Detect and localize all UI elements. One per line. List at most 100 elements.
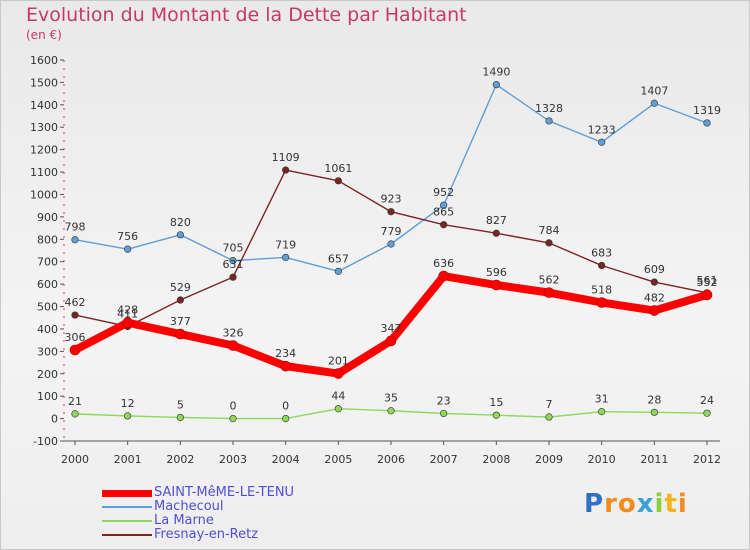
- y-tick-label: 0: [51, 413, 58, 426]
- data-label: 0: [282, 400, 289, 413]
- data-point: [229, 273, 237, 281]
- data-label: 31: [595, 393, 609, 406]
- data-point: [71, 311, 79, 319]
- data-label: 5: [177, 398, 184, 411]
- data-label: 756: [117, 230, 138, 243]
- x-tick-label: 2000: [61, 453, 89, 466]
- y-tick-label: 500: [37, 301, 58, 314]
- data-point: [492, 81, 500, 89]
- y-tick-label: 1000: [30, 188, 58, 201]
- y-tick-label: 200: [37, 368, 58, 381]
- data-label: 657: [328, 252, 349, 265]
- data-point: [440, 409, 448, 418]
- data-point: [703, 409, 711, 417]
- data-label: 234: [275, 347, 296, 360]
- data-point: [282, 414, 290, 423]
- data-label: 1319: [693, 104, 721, 117]
- series-layer: [69, 81, 713, 423]
- data-label: 1233: [588, 123, 616, 136]
- data-point: [69, 344, 81, 356]
- data-label: 35: [384, 392, 398, 405]
- y-tick-label: 1200: [30, 144, 58, 157]
- logo-letter: x: [636, 489, 655, 519]
- data-point: [333, 368, 344, 379]
- logo-letter: i: [677, 489, 688, 519]
- data-point: [176, 413, 184, 422]
- data-point: [701, 289, 713, 301]
- legend-label: SAINT-MêME-LE-TENU: [154, 485, 295, 500]
- logo-letter: P: [584, 489, 605, 519]
- x-tick-label: 2007: [430, 453, 458, 466]
- data-label: 631: [223, 258, 244, 271]
- data-point: [122, 317, 133, 328]
- data-label: 562: [539, 274, 560, 287]
- y-tick-label: 1400: [30, 99, 58, 112]
- data-label: 44: [331, 390, 345, 403]
- data-point: [71, 236, 79, 244]
- data-label: 529: [170, 281, 191, 294]
- data-point: [491, 279, 502, 291]
- series-machecoul: [71, 81, 711, 275]
- legend-item: SAINT-MêME-LE-TENU: [102, 486, 294, 500]
- data-point: [334, 405, 342, 413]
- data-point: [598, 261, 606, 270]
- y-tick-label: 600: [37, 278, 58, 291]
- data-point: [545, 413, 553, 421]
- data-label: 923: [381, 193, 402, 206]
- data-label: 326: [223, 327, 244, 340]
- legend-swatch: [102, 520, 152, 522]
- logo-letter: r: [604, 489, 618, 519]
- data-label: 1407: [640, 84, 668, 97]
- data-label: 705: [223, 242, 244, 255]
- data-label: 1061: [324, 162, 352, 175]
- x-tick-label: 2011: [640, 453, 668, 466]
- data-label: 779: [381, 225, 402, 238]
- chart-subtitle: (en €): [26, 28, 62, 42]
- data-point: [282, 253, 290, 262]
- data-label: 784: [539, 224, 560, 237]
- y-tick-label: 700: [37, 256, 58, 269]
- x-tick-label: 2005: [324, 453, 352, 466]
- logo-letter: t: [664, 489, 678, 519]
- data-label: 1328: [535, 102, 563, 115]
- y-tick-label: 1600: [30, 54, 58, 67]
- legend-item: La Marne: [102, 514, 294, 528]
- data-label: 561: [697, 274, 718, 287]
- y-tick-label: 400: [37, 323, 58, 336]
- y-tick-label: -100: [33, 435, 58, 448]
- data-label: 820: [170, 216, 191, 229]
- data-label: 23: [437, 394, 451, 407]
- y-tick-label: 1300: [30, 121, 58, 134]
- x-tick-label: 2010: [588, 453, 616, 466]
- data-point: [596, 297, 607, 308]
- data-label: 7: [546, 398, 553, 411]
- chart-title: Evolution du Montant de la Dette par Hab…: [26, 4, 467, 26]
- data-label: 428: [117, 304, 138, 317]
- data-point: [334, 177, 342, 185]
- data-label: 12: [121, 397, 135, 410]
- x-tick-label: 2012: [693, 453, 721, 466]
- logo-letter: i: [654, 489, 665, 519]
- legend-label: La Marne: [154, 513, 214, 528]
- legend-label: Fresnay-en-Retz: [154, 527, 259, 542]
- data-label: 21: [68, 395, 82, 408]
- data-label: 15: [489, 396, 503, 409]
- data-label: 798: [65, 221, 86, 234]
- data-label: 482: [644, 292, 665, 305]
- data-label: 377: [170, 315, 191, 328]
- data-label: 552: [697, 276, 718, 289]
- x-tick-label: 2006: [377, 453, 405, 466]
- x-tick-label: 2001: [114, 453, 142, 466]
- data-label: 347: [381, 322, 402, 335]
- data-label: 596: [486, 266, 507, 279]
- data-label: 462: [65, 296, 86, 309]
- data-point: [71, 410, 79, 418]
- data-point: [650, 99, 658, 107]
- data-point: [175, 328, 186, 340]
- x-tick-label: 2009: [535, 453, 563, 466]
- data-label: 865: [433, 206, 454, 219]
- data-point: [176, 231, 184, 239]
